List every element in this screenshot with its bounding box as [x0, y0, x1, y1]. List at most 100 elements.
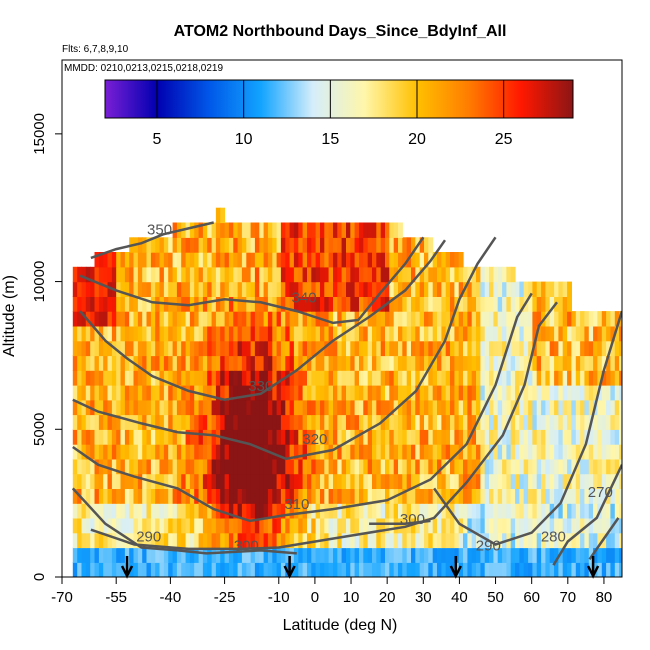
heatmap-cell	[532, 311, 538, 327]
heatmap-cell	[111, 562, 117, 577]
heatmap-cell	[116, 488, 122, 504]
heatmap-cell	[476, 488, 481, 504]
heatmap-cell	[263, 222, 269, 238]
heatmap-cell	[406, 370, 412, 386]
heatmap-cell	[181, 414, 187, 430]
heatmap-cell	[293, 237, 299, 253]
heatmap-cell	[159, 340, 165, 357]
heatmap-cell	[267, 281, 273, 297]
heatmap-cell	[224, 532, 230, 549]
heatmap-cell	[350, 370, 356, 386]
heatmap-cell	[137, 325, 143, 342]
heatmap-cell	[111, 547, 117, 563]
heatmap-cell	[467, 473, 473, 489]
heatmap-cell	[493, 281, 499, 297]
heatmap-cell	[337, 311, 343, 327]
heatmap-cell	[441, 325, 447, 342]
heatmap-cell	[458, 296, 464, 312]
heatmap-cell	[341, 444, 347, 460]
heatmap-cell	[575, 458, 581, 475]
heatmap-cell	[293, 414, 299, 430]
heatmap-cell	[198, 547, 204, 563]
heatmap-cell	[346, 503, 351, 519]
heatmap-cell	[280, 222, 286, 238]
heatmap-cell	[267, 488, 273, 504]
heatmap-cell	[337, 429, 343, 445]
heatmap-cell	[124, 311, 130, 327]
heatmap-cell	[228, 370, 234, 386]
heatmap-cell	[497, 473, 503, 489]
heatmap-cell	[159, 547, 165, 563]
heatmap-cell	[116, 370, 122, 386]
heatmap-cell	[285, 517, 291, 534]
heatmap-cell	[233, 252, 239, 268]
heatmap-cell	[523, 532, 529, 549]
heatmap-cell	[250, 429, 256, 445]
heatmap-cell	[155, 532, 161, 549]
heatmap-cell	[406, 503, 412, 519]
heatmap-cell	[280, 296, 286, 312]
heatmap-cell	[137, 311, 143, 327]
heatmap-cell	[341, 547, 347, 563]
heatmap-cell	[428, 429, 434, 445]
heatmap-cell	[432, 503, 438, 519]
heatmap-cell	[415, 296, 421, 312]
heatmap-cell	[333, 488, 338, 504]
heatmap-cell	[254, 547, 260, 563]
heatmap-cell	[211, 311, 217, 327]
heatmap-cell	[185, 325, 191, 342]
heatmap-cell	[103, 355, 109, 371]
heatmap-cell	[497, 281, 503, 297]
heatmap-cell	[150, 517, 156, 534]
heatmap-cell	[398, 266, 403, 283]
heatmap-cell	[198, 458, 204, 475]
heatmap-cell	[502, 547, 507, 563]
heatmap-cell	[580, 355, 585, 371]
heatmap-cell	[346, 311, 351, 327]
heatmap-cell	[163, 340, 169, 357]
heatmap-cell	[72, 444, 78, 460]
heatmap-cell	[280, 414, 286, 430]
heatmap-cell	[250, 222, 256, 238]
heatmap-cell	[263, 281, 269, 297]
heatmap-cell	[168, 252, 174, 268]
heatmap-cell	[98, 296, 104, 312]
heatmap-cell	[571, 517, 577, 534]
heatmap-cell	[333, 252, 338, 268]
heatmap-cell	[541, 458, 546, 475]
heatmap-cell	[185, 517, 191, 534]
heatmap-cell	[545, 532, 551, 549]
heatmap-cell	[246, 296, 252, 312]
heatmap-cell	[558, 562, 564, 577]
heatmap-cell	[302, 517, 308, 534]
heatmap-cell	[367, 517, 373, 534]
heatmap-cell	[320, 281, 325, 297]
heatmap-cell	[541, 355, 546, 371]
heatmap-cell	[445, 399, 451, 416]
heatmap-cell	[159, 414, 165, 430]
heatmap-cell	[614, 562, 620, 577]
heatmap-cell	[610, 340, 616, 357]
heatmap-cell	[441, 473, 447, 489]
heatmap-cell	[202, 444, 208, 460]
heatmap-cell	[207, 370, 213, 386]
heatmap-cell	[233, 532, 239, 549]
heatmap-cell	[545, 296, 551, 312]
heatmap-cell	[415, 562, 421, 577]
heatmap-cell	[489, 266, 494, 283]
heatmap-cell	[376, 488, 382, 504]
heatmap-cell	[619, 547, 622, 563]
heatmap-cell	[445, 562, 451, 577]
heatmap-cell	[580, 414, 585, 430]
heatmap-cell	[120, 414, 126, 430]
heatmap-cell	[437, 399, 442, 416]
heatmap-cell	[307, 488, 312, 504]
heatmap-cell	[575, 340, 581, 357]
heatmap-cell	[272, 414, 278, 430]
heatmap-cell	[597, 547, 603, 563]
heatmap-cell	[272, 429, 278, 445]
heatmap-cell	[233, 488, 239, 504]
heatmap-cell	[532, 517, 538, 534]
heatmap-cell	[202, 458, 208, 475]
heatmap-cell	[94, 385, 100, 401]
